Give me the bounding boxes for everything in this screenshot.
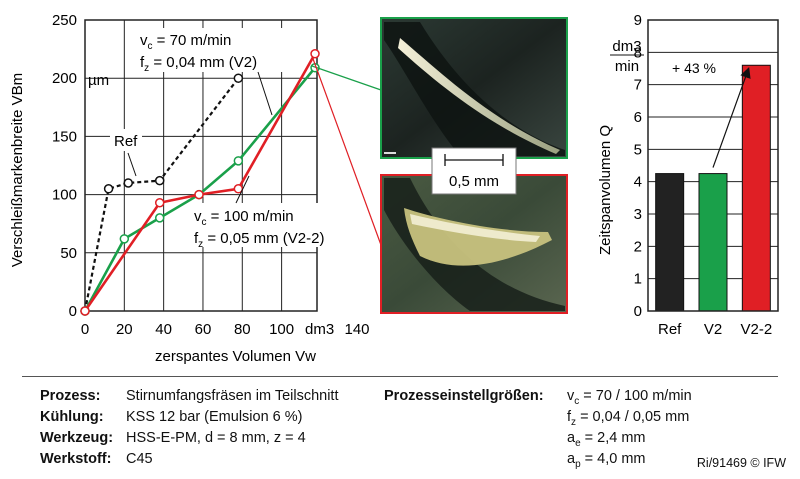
y-tick-label: 250: [52, 12, 77, 29]
y-tick-label: 0: [69, 303, 77, 320]
line-chart-frame: [84, 19, 318, 312]
x-axis-unit: dm3: [305, 321, 334, 338]
y-axis-unit: µm: [88, 72, 109, 89]
x-tick-label: 80: [234, 321, 251, 338]
scale-bar-label: 0,5 mm: [449, 173, 499, 190]
data-point-ref: [123, 178, 134, 188]
y-tick-label: 200: [52, 70, 77, 87]
footer-value-process: Stirnumfangsfräsen im Teilschnitt: [126, 388, 339, 404]
footer-value-cooling: KSS 12 bar (Emulsion 6 %): [126, 409, 303, 425]
data-point-ref: [103, 184, 114, 194]
bar-category-label: Ref: [658, 321, 682, 338]
bar-y-tick-label: 9: [634, 12, 642, 29]
data-point-v2: [119, 234, 130, 244]
bar-y-tick-label: 7: [634, 77, 642, 94]
annotation-v2-params: vc = 70 m/min fz = 0,04 mm (V2): [136, 28, 286, 116]
data-point-v2-2: [154, 197, 165, 208]
svg-text:fz = 0,05 mm (V2-2): fz = 0,05 mm (V2-2): [194, 230, 324, 250]
x-tick-label: 20: [116, 321, 133, 338]
footer-label-material: Werkstoff:: [40, 451, 112, 467]
bar-y-tick-label: 4: [634, 174, 642, 191]
svg-text:vc = 70 m/min: vc = 70 m/min: [140, 32, 231, 52]
line-chart-series: [80, 49, 320, 316]
micrograph-v2-2: [380, 174, 568, 314]
data-point-v2-2: [310, 49, 320, 59]
bar-chart-annotation: + 43 %: [672, 60, 716, 76]
footer-value-material: C45: [126, 451, 153, 467]
svg-text:fz = 0,04 mm (V2): fz = 0,04 mm (V2): [140, 54, 257, 74]
x-axis-label: zerspantes Volumen Vw: [155, 348, 316, 365]
svg-text:Ref: Ref: [114, 133, 138, 150]
x-tick-label: 60: [195, 321, 212, 338]
y-tick-label: 50: [60, 245, 77, 262]
annotation-ref: Ref: [110, 129, 142, 177]
micrograph-v2: [380, 17, 568, 159]
bar-chart-unit: dm3 min: [610, 38, 644, 75]
bar-chart-y-label: Zeitspanvolumen Q: [597, 125, 614, 255]
series-line-ref: [83, 77, 240, 312]
footer-value-tool: HSS-E-PM, d = 8 mm, z = 4: [126, 430, 306, 446]
bar-chart-bars: [655, 64, 771, 312]
y-tick-label: 100: [52, 187, 77, 204]
data-point-v2: [154, 213, 165, 223]
bar-chart-x-ticks: Ref V2 V2-2: [658, 321, 772, 338]
bar-category-label: V2-2: [740, 321, 772, 338]
data-point-ref: [233, 73, 244, 83]
footer-label-tool: Werkzeug:: [40, 430, 114, 446]
svg-text:min: min: [615, 58, 639, 75]
footer-label-process: Prozess:: [40, 388, 101, 404]
scale-bar: 0,5 mm: [431, 147, 517, 195]
bar-chart-frame: [647, 19, 779, 312]
x-tick-label: 100: [269, 321, 294, 338]
line-chart-x-ticks: 0 20 40 60 80 100 140: [81, 321, 370, 338]
bar-y-tick-label: 5: [634, 141, 642, 158]
footer-divider: [22, 376, 778, 377]
data-point-v2: [233, 156, 244, 166]
svg-text:dm3: dm3: [612, 38, 641, 55]
annotation-v22-params: vc = 100 m/min fz = 0,05 mm (V2-2): [190, 175, 360, 250]
footer-param-vc: vc = 70 / 100 m/min: [567, 388, 692, 407]
x-tick-label: 0: [81, 321, 89, 338]
zeitspanvolumen-bar-chart: 0 1 2 3 4 5 6 7 8 9 Ref V2 V2-2 Zeitspanvolumen Q d…: [597, 12, 779, 338]
data-point-v2-2: [194, 189, 204, 200]
x-tick-label: 40: [155, 321, 172, 338]
bar-y-tick-label: 8: [634, 44, 642, 61]
x-tick-label: 140: [344, 321, 369, 338]
line-chart-y-ticks: 0 50 100 150 200 250: [52, 12, 77, 320]
bar-chart-y-ticks: 0 1 2 3 4 5 6 7 8 9: [634, 12, 642, 320]
footer-param-ae: ae = 2,4 mm: [567, 430, 646, 449]
bar-category-label: V2: [704, 321, 722, 338]
footer-label-process-params: Prozesseinstellgrößen:: [384, 388, 544, 404]
bar-v2: [698, 173, 728, 312]
svg-text:vc = 100 m/min: vc = 100 m/min: [194, 208, 294, 228]
connector-green: [311, 65, 382, 91]
bar-y-tick-label: 2: [634, 238, 642, 255]
y-tick-label: 150: [52, 128, 77, 145]
bar-y-tick-label: 1: [634, 271, 642, 288]
connector-red: [311, 55, 382, 246]
data-point-ref: [154, 175, 165, 186]
footer-label-cooling: Kühlung:: [40, 409, 104, 425]
wear-line-chart: 0 50 100 150 200 250 0 20 40 60 80 100 140 Verschle…: [9, 12, 382, 365]
bar-y-tick-label: 6: [634, 109, 642, 126]
bar-y-tick-label: 3: [634, 206, 642, 223]
footer-param-fz: fz = 0,04 / 0,05 mm: [567, 409, 690, 428]
increase-arrow: [712, 67, 751, 168]
series-line-v2-2: [83, 53, 317, 312]
series-line-v2: [83, 66, 317, 312]
bar-ref: [655, 173, 685, 312]
data-point-v2-2: [80, 306, 90, 316]
footer-param-ap: ap = 4,0 mm: [567, 451, 646, 470]
bar-y-tick-label: 0: [634, 303, 642, 320]
y-axis-label: Verschleißmarkenbreite VBm: [9, 73, 26, 267]
bar-v2-2: [741, 64, 771, 312]
image-credit: Ri/91469 © IFW: [696, 456, 786, 470]
